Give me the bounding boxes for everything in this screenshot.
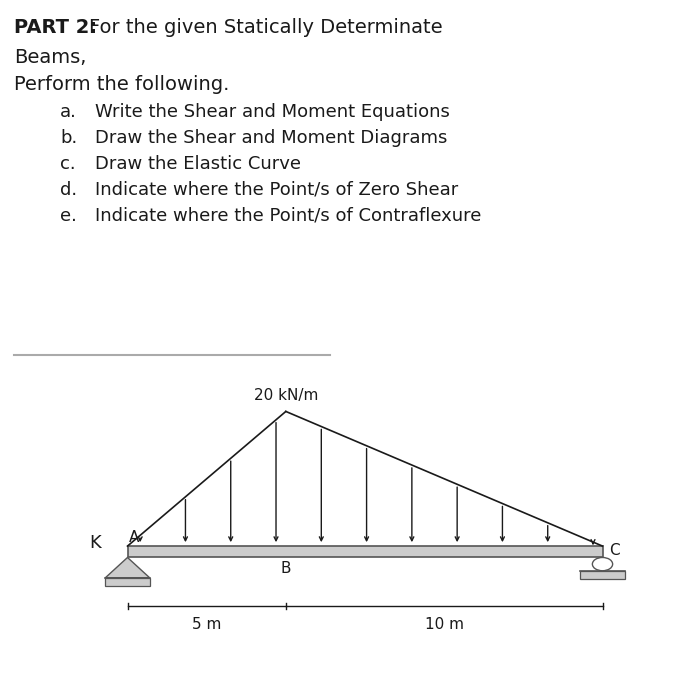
Text: 10 m: 10 m [424, 616, 464, 632]
Text: Draw the Elastic Curve: Draw the Elastic Curve [95, 155, 301, 173]
Text: K: K [90, 535, 101, 552]
Circle shape [593, 557, 613, 571]
Polygon shape [106, 557, 150, 578]
Text: For the given Statically Determinate: For the given Statically Determinate [89, 18, 442, 37]
Text: a.: a. [60, 103, 77, 121]
Text: Write the Shear and Moment Equations: Write the Shear and Moment Equations [95, 103, 450, 121]
Text: c.: c. [60, 155, 76, 173]
Text: PART 2:: PART 2: [14, 18, 97, 37]
Text: C: C [609, 544, 620, 558]
Bar [128, 546, 602, 557]
Text: e.: e. [60, 207, 77, 225]
Text: b.: b. [60, 129, 77, 147]
Text: Beams,: Beams, [14, 48, 86, 67]
Text: d.: d. [60, 181, 77, 199]
Text: Draw the Shear and Moment Diagrams: Draw the Shear and Moment Diagrams [95, 129, 447, 147]
Text: 20 kN/m: 20 kN/m [254, 388, 318, 403]
Text: B: B [281, 561, 291, 576]
Bar [580, 571, 624, 579]
Text: Perform the following.: Perform the following. [14, 75, 229, 94]
Text: Indicate where the Point/s of Zero Shear: Indicate where the Point/s of Zero Shear [95, 181, 458, 199]
Text: 5 m: 5 m [192, 616, 221, 632]
Bar [106, 578, 150, 585]
Text: Indicate where the Point/s of Contraflexure: Indicate where the Point/s of Contraflex… [95, 207, 482, 225]
Text: A: A [129, 530, 139, 545]
